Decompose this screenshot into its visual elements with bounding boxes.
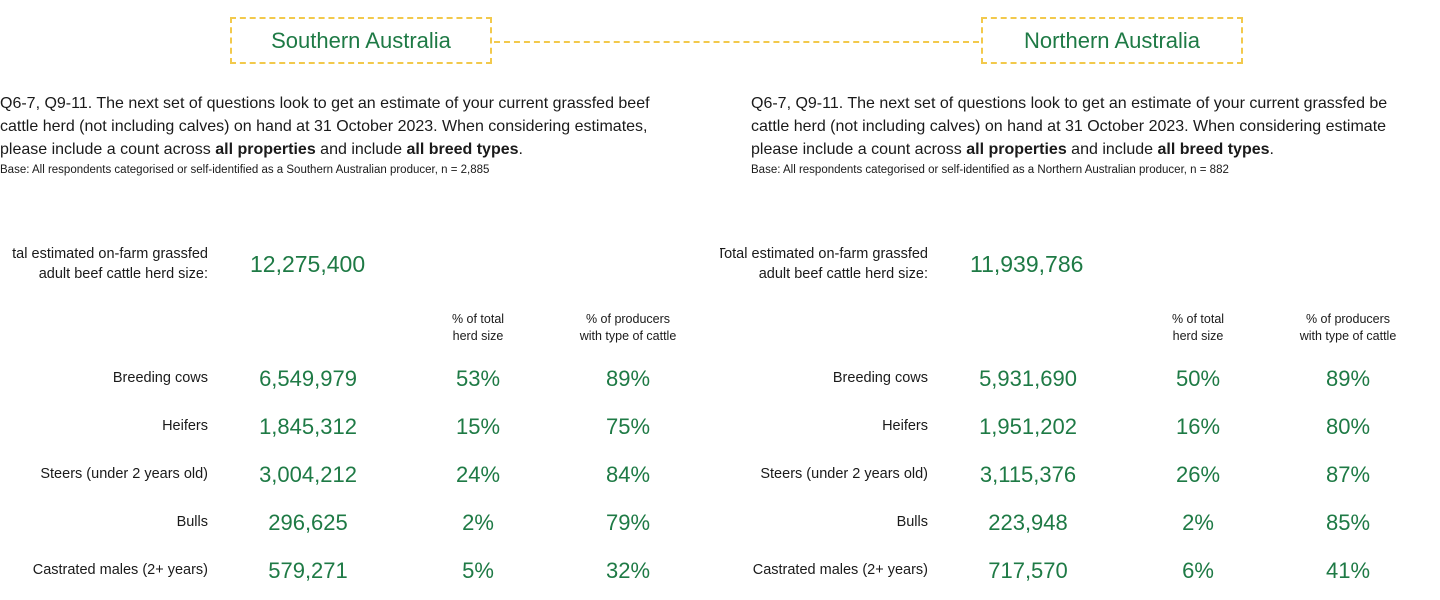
table-row: Steers (under 2 years old) 3,115,376 26%… [720,462,1440,492]
base-note: Base: All respondents categorised or sel… [0,164,490,176]
header-line: % of producers [585,312,671,326]
header-line: herd size [452,329,504,343]
question-text: Q6-7, Q9-11. The next set of questions l… [751,92,1440,161]
row-pct-total: 24% [455,462,501,487]
row-value: 223,948 [988,510,1068,535]
row-pct-total: 50% [1175,366,1221,391]
bold-all-breed-types: all breed types [1157,141,1270,158]
row-pct-producers: 89% [605,366,651,391]
base-note: Base: All respondents categorised or sel… [751,164,1229,176]
total-herd-label: Total estimated on-farm grassfed adult b… [720,244,928,284]
total-herd-label: tal estimated on-farm grassfed adult bee… [12,244,208,284]
row-label: Steers (under 2 years old) [40,466,208,482]
northern-panel: Q6-7, Q9-11. The next set of questions l… [720,0,1440,600]
question-line-2: cattle herd (not including calves) on ha… [751,118,1387,135]
row-pct-producers: 84% [605,462,651,487]
row-pct-producers: 79% [605,510,651,535]
column-header-pct-producers: % of producers with type of cattle [1278,311,1418,345]
question-line-3: please include a count across all proper… [751,138,1440,161]
row-value: 5,931,690 [979,366,1077,391]
row-value: 1,845,312 [259,414,357,439]
table-row: Heifers 1,845,312 15% 75% [0,414,720,444]
question-line-3: please include a count across all proper… [0,138,720,161]
table-row: Steers (under 2 years old) 3,004,212 24%… [0,462,720,492]
total-label-line-2: adult beef cattle herd size: [38,266,208,282]
total-label-line-1: tal estimated on-farm grassfed [12,246,208,262]
bold-all-properties: all properties [966,141,1067,158]
row-pct-total: 6% [1182,558,1214,583]
total-label-line-2: adult beef cattle herd size: [758,266,928,282]
header-line: with type of cattle [579,329,677,343]
row-pct-total: 16% [1175,414,1221,439]
column-header-pct-total: % of total herd size [428,311,528,345]
row-label: Breeding cows [112,370,208,386]
row-pct-total: 2% [462,510,494,535]
table-row: Castrated males (2+ years) 579,271 5% 32… [0,558,720,588]
header-line: herd size [1172,329,1224,343]
header-line: % of total [451,312,505,326]
header-line: % of producers [1305,312,1391,326]
total-herd-value: 11,939,786 [970,251,1084,277]
southern-panel: Q6-7, Q9-11. The next set of questions l… [0,92,720,588]
table-row: Bulls 296,625 2% 79% [0,510,720,540]
table-row: Heifers 1,951,202 16% 80% [720,414,1440,444]
row-value: 717,570 [988,558,1068,583]
row-pct-total: 15% [455,414,501,439]
row-value: 3,004,212 [259,462,357,487]
row-value: 1,951,202 [979,414,1077,439]
header-line: with type of cattle [1299,329,1397,343]
table-row: Bulls 223,948 2% 85% [720,510,1440,540]
northern-australia-title: Northern Australia [1023,27,1201,53]
row-label: Heifers [882,418,928,434]
row-label: Castrated males (2+ years) [32,562,208,578]
row-pct-total: 53% [455,366,501,391]
row-value: 6,549,979 [259,366,357,391]
row-pct-total: 26% [1175,462,1221,487]
northern-australia-header: Northern Australia [981,17,1243,64]
row-label: Breeding cows [832,370,928,386]
southern-australia-title: Southern Australia [271,27,451,53]
row-pct-producers: 85% [1325,510,1371,535]
question-text-part: please include a count across [0,141,216,158]
row-label: Castrated males (2+ years) [752,562,928,578]
question-line-1: Q6-7, Q9-11. The next set of questions l… [0,95,650,112]
row-value: 3,115,376 [979,462,1077,487]
row-label: Bulls [896,514,928,530]
question-text-part: please include a count across [751,141,967,158]
row-pct-producers: 80% [1325,414,1371,439]
question-text-part: . [1269,141,1274,158]
row-label: Heifers [162,418,208,434]
table-row: Castrated males (2+ years) 717,570 6% 41… [720,558,1440,588]
question-line-2: cattle herd (not including calves) on ha… [0,118,648,135]
dashed-connector [494,41,979,43]
table-row: Breeding cows 6,549,979 53% 89% [0,366,720,396]
bold-all-properties: all properties [215,141,316,158]
row-pct-producers: 32% [605,558,651,583]
question-text-part: . [518,141,523,158]
row-pct-producers: 75% [605,414,651,439]
bold-all-breed-types: all breed types [406,141,519,158]
table-row: Breeding cows 5,931,690 50% 89% [720,366,1440,396]
column-header-pct-total: % of total herd size [1148,311,1248,345]
row-pct-producers: 87% [1325,462,1371,487]
row-pct-total: 5% [462,558,494,583]
question-text-part: and include [315,141,407,158]
southern-australia-header: Southern Australia [230,17,492,64]
column-header-pct-producers: % of producers with type of cattle [558,311,698,345]
row-value: 579,271 [268,558,348,583]
question-text-part: and include [1066,141,1158,158]
row-pct-producers: 89% [1325,366,1371,391]
row-label: Steers (under 2 years old) [760,466,928,482]
header-line: % of total [1171,312,1225,326]
row-value: 296,625 [268,510,348,535]
question-text: Q6-7, Q9-11. The next set of questions l… [0,92,720,161]
row-pct-total: 2% [1182,510,1214,535]
row-label: Bulls [176,514,208,530]
row-pct-producers: 41% [1325,558,1371,583]
question-line-1: Q6-7, Q9-11. The next set of questions l… [751,95,1388,112]
total-label-line-1: Total estimated on-farm grassfed [720,246,928,262]
total-herd-value: 12,275,400 [250,251,366,277]
